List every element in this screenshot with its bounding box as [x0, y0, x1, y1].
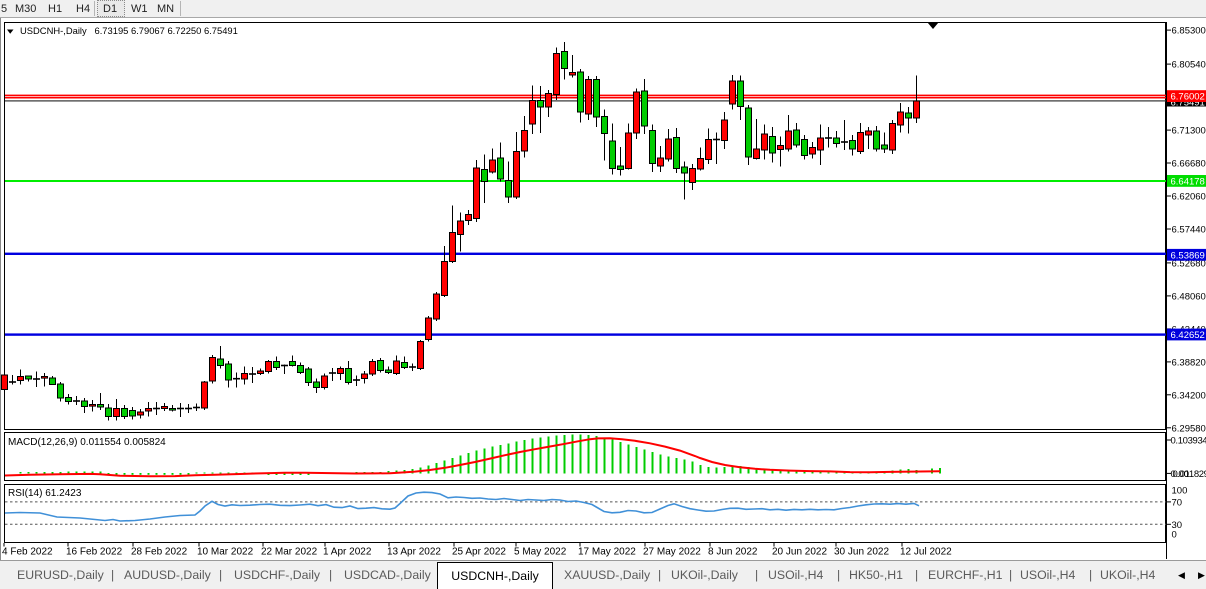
svg-text:6.80540: 6.80540	[1172, 60, 1206, 71]
svg-text:6.48060: 6.48060	[1172, 291, 1206, 302]
svg-text:25 Apr 2022: 25 Apr 2022	[452, 547, 506, 558]
svg-text:6.42652: 6.42652	[1171, 330, 1205, 341]
svg-text:6.75491: 6.75491	[1171, 97, 1205, 108]
svg-text:8 Jun 2022: 8 Jun 2022	[708, 547, 758, 558]
svg-text:10 Mar 2022: 10 Mar 2022	[197, 547, 254, 558]
svg-text:6.71300: 6.71300	[1172, 126, 1206, 137]
svg-text:0: 0	[1172, 530, 1177, 541]
svg-text:27 May 2022: 27 May 2022	[643, 547, 701, 558]
svg-text:16 Feb 2022: 16 Feb 2022	[66, 547, 123, 558]
svg-text:6.64178: 6.64178	[1171, 176, 1205, 187]
svg-text:6.76002: 6.76002	[1171, 92, 1205, 103]
svg-text:MACD(12,26,9) 0.011554 0.00582: MACD(12,26,9) 0.011554 0.005824	[8, 437, 166, 448]
svg-text:6.53869: 6.53869	[1171, 250, 1205, 261]
svg-text:0.011829: 0.011829	[1173, 469, 1206, 480]
svg-text:20 Jun 2022: 20 Jun 2022	[772, 547, 827, 558]
svg-text:6.62060: 6.62060	[1172, 192, 1206, 203]
svg-text:6.57440: 6.57440	[1172, 225, 1206, 236]
svg-text:22 Mar 2022: 22 Mar 2022	[261, 547, 318, 558]
svg-text:4 Feb 2022: 4 Feb 2022	[2, 547, 53, 558]
svg-text:1 Apr 2022: 1 Apr 2022	[323, 547, 372, 558]
svg-text:30: 30	[1172, 520, 1183, 531]
svg-text:6.34200: 6.34200	[1172, 390, 1206, 401]
svg-text:6.85300: 6.85300	[1172, 26, 1206, 37]
svg-text:13 Apr 2022: 13 Apr 2022	[387, 547, 441, 558]
svg-text:30 Jun 2022: 30 Jun 2022	[834, 547, 889, 558]
svg-text:17 May 2022: 17 May 2022	[578, 547, 636, 558]
svg-text:70: 70	[1172, 497, 1183, 508]
svg-text:28 Feb 2022: 28 Feb 2022	[131, 547, 188, 558]
svg-text:6.29580: 6.29580	[1172, 423, 1206, 434]
svg-text:6.52680: 6.52680	[1172, 258, 1206, 269]
svg-text:5 May 2022: 5 May 2022	[514, 547, 567, 558]
svg-text:0.00: 0.00	[1171, 469, 1190, 480]
svg-text:RSI(14) 61.2423: RSI(14) 61.2423	[8, 488, 82, 499]
svg-text:12 Jul 2022: 12 Jul 2022	[900, 547, 952, 558]
svg-text:6.66680: 6.66680	[1172, 159, 1206, 170]
svg-text:USDCNH-,Daily 6.73195 6.7906: USDCNH-,Daily 6.73195 6.79067 6.72250 6.…	[20, 25, 238, 36]
svg-text:0.103934: 0.103934	[1171, 436, 1206, 447]
svg-text:6.38820: 6.38820	[1172, 357, 1206, 368]
svg-text:100: 100	[1172, 486, 1188, 497]
